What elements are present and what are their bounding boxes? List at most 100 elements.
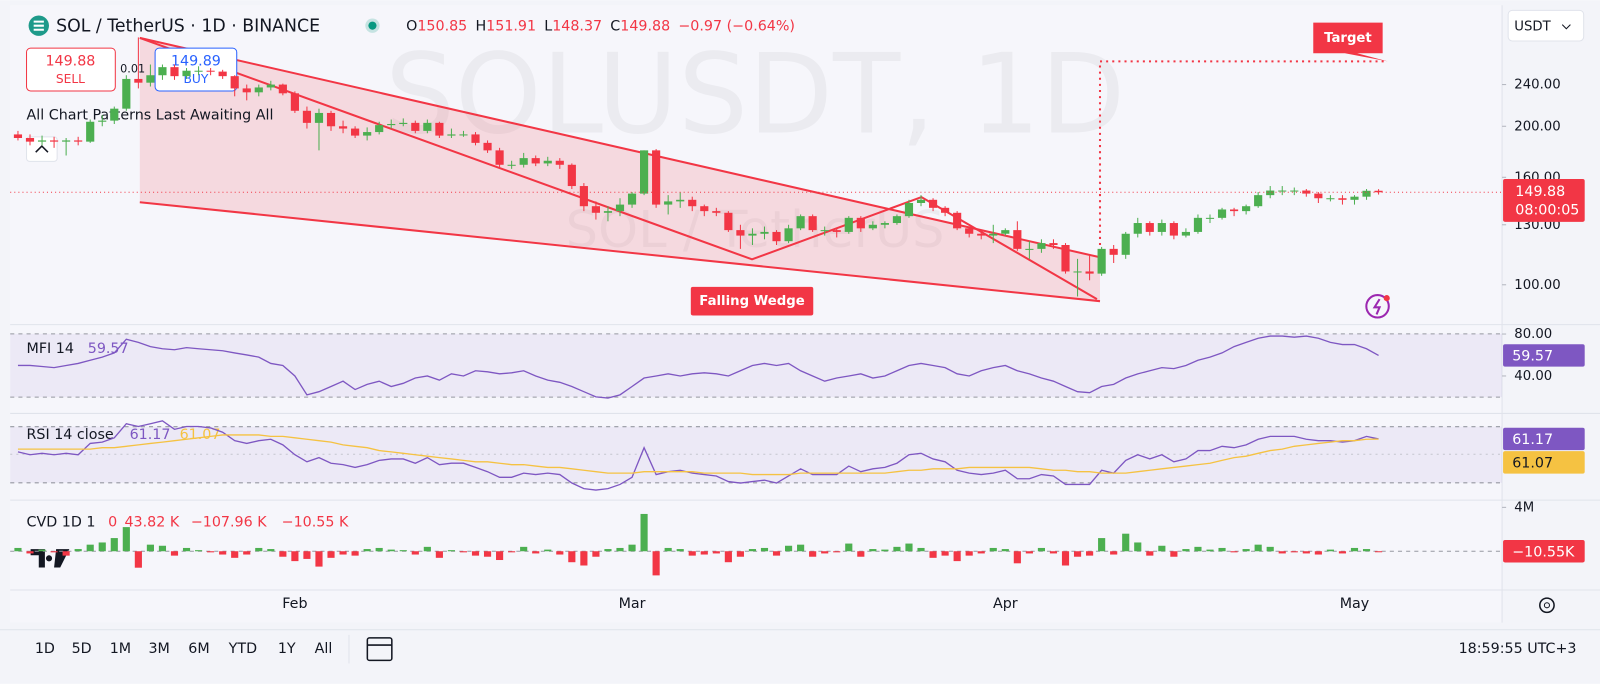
cvd-bar xyxy=(14,547,22,552)
candle-body xyxy=(86,121,95,142)
candle-body xyxy=(471,134,480,143)
sell-label[interactable]: SELL xyxy=(56,72,85,86)
sell-price[interactable]: 149.88 xyxy=(45,53,95,69)
candle-body xyxy=(435,122,444,136)
cvd-bar xyxy=(1146,551,1154,556)
x-tick-label: Feb xyxy=(282,596,307,612)
cvd-bar xyxy=(1242,549,1250,552)
candle-body xyxy=(1061,245,1070,272)
candle-body xyxy=(158,67,167,76)
candle-body xyxy=(423,122,432,131)
candle-body xyxy=(1350,196,1359,200)
candle-body xyxy=(338,126,348,129)
candle-body xyxy=(134,78,143,83)
rsi-value: 61.17 xyxy=(130,427,171,443)
range-button[interactable]: All xyxy=(315,641,333,657)
cvd-legend-value: 0 xyxy=(108,515,117,531)
range-button[interactable]: 3M xyxy=(148,641,169,657)
price-badge: 149.88 xyxy=(1515,184,1565,200)
candle-body xyxy=(302,110,312,123)
range-button[interactable]: 1D xyxy=(35,641,55,657)
target-label: Target xyxy=(1324,31,1372,46)
candle-body xyxy=(941,207,950,213)
buy-price[interactable]: 149.89 xyxy=(171,53,221,69)
price-badge-box xyxy=(1503,178,1585,222)
sell-button[interactable] xyxy=(26,47,116,92)
alert-icon[interactable] xyxy=(1365,294,1390,319)
date-range-icon[interactable] xyxy=(366,637,393,662)
candle-body xyxy=(880,223,889,225)
candle-body xyxy=(1193,217,1203,232)
candle-body xyxy=(1097,248,1106,274)
range-button[interactable]: YTD xyxy=(228,641,257,657)
candle-body xyxy=(784,228,793,242)
ohlc-value: 150.85 xyxy=(417,19,467,35)
lot-size: 0.01 xyxy=(120,63,145,76)
ohlc-key: O xyxy=(406,19,417,35)
cvd-bar xyxy=(182,547,191,552)
x-tick-label: Apr xyxy=(993,596,1018,612)
cvd-bar xyxy=(1049,551,1058,554)
cvd-bar xyxy=(1025,551,1033,554)
candle-body xyxy=(1314,193,1323,199)
candle-body xyxy=(1073,271,1082,273)
tv-logo xyxy=(30,549,70,568)
indicator-line xyxy=(17,434,1379,476)
range-button[interactable]: 6M xyxy=(188,641,209,657)
value-badge: 59.57 xyxy=(1512,348,1553,364)
clock: 18:59:55 UTC+3 xyxy=(1459,641,1577,657)
candle-body xyxy=(1290,190,1299,192)
value-badge-box xyxy=(1503,344,1585,367)
cvd-bar xyxy=(785,545,793,552)
cvd-bar xyxy=(1218,547,1226,552)
cvd-bar xyxy=(231,551,239,558)
value-badge: 61.07 xyxy=(1512,455,1553,471)
candle-body xyxy=(591,206,600,213)
settings-icon[interactable] xyxy=(1539,597,1555,614)
range-button[interactable]: 1M xyxy=(110,641,131,657)
candle-body xyxy=(254,87,263,93)
cvd-bar xyxy=(1206,549,1214,552)
candle-body xyxy=(122,78,131,109)
candle-body xyxy=(603,211,613,213)
y-tick-label: 240.00 xyxy=(1514,78,1560,93)
cvd-bar xyxy=(1158,545,1166,552)
cvd-bar xyxy=(977,551,985,554)
candle-body xyxy=(1205,217,1215,219)
candle-body xyxy=(37,140,47,142)
cvd-bar xyxy=(1338,551,1347,554)
currency-select[interactable] xyxy=(1507,9,1585,42)
candle-body xyxy=(965,228,974,234)
candle-body xyxy=(808,216,817,231)
value-badge-box xyxy=(1503,540,1585,563)
range-button[interactable]: 5D xyxy=(72,641,92,657)
candle-body xyxy=(1302,190,1311,194)
range-button[interactable]: 1Y xyxy=(278,641,296,657)
candle-body xyxy=(1037,243,1046,249)
cvd-bar xyxy=(797,544,805,552)
candle-body xyxy=(1169,223,1178,236)
cvd-bar xyxy=(845,543,853,552)
cvd-bar xyxy=(496,551,504,561)
cvd-bar xyxy=(568,551,576,563)
candle-body xyxy=(387,123,396,126)
value-badge: −10.55K xyxy=(1512,544,1575,560)
cvd-bar xyxy=(471,551,480,556)
cvd-bar xyxy=(556,551,564,555)
cvd-bar xyxy=(712,551,720,554)
cvd-bar xyxy=(1290,551,1298,553)
candle-body xyxy=(375,125,384,133)
candle-body xyxy=(74,140,83,142)
mfi-value: 59.57 xyxy=(88,341,129,357)
candle-body xyxy=(1326,198,1335,200)
watermark-sub: SOL / TetherUS xyxy=(566,201,945,260)
candle-body xyxy=(266,84,275,88)
buy-button[interactable] xyxy=(154,47,238,92)
cvd-bar xyxy=(833,551,841,553)
candle-body xyxy=(495,150,504,165)
target-line xyxy=(1098,60,1388,258)
currency-label[interactable]: USDT xyxy=(1514,20,1551,35)
cvd-bar xyxy=(1037,547,1045,552)
candle-body xyxy=(904,202,914,217)
candle-body xyxy=(579,186,588,207)
